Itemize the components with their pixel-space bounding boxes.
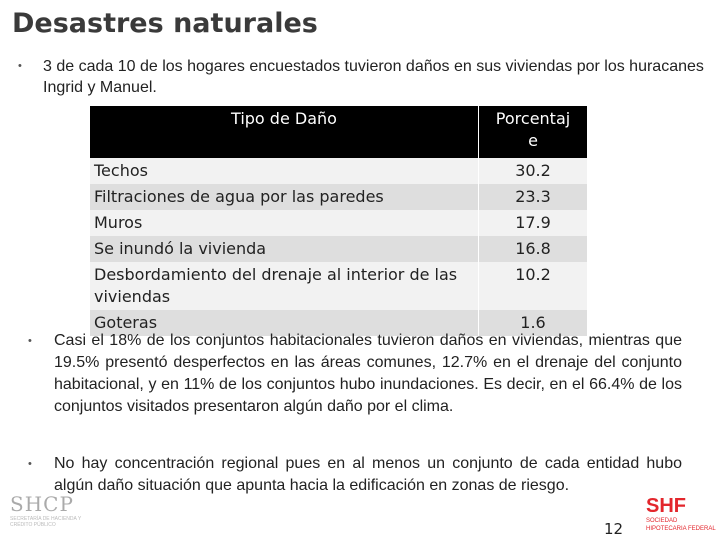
damage-type-cell: Goteras [90, 310, 479, 336]
bullet-regional: • No hay concentración regional pues en … [28, 453, 682, 497]
bullet-icon: • [28, 335, 32, 347]
shf-logo-word: SHF [646, 495, 686, 517]
table-header-row: Tipo de Daño Porcentaj e [90, 106, 587, 158]
damage-table: Tipo de Daño Porcentaj e Techos 30.2 Filtra… [90, 106, 587, 336]
bullet-text: No hay concentración regional pues en al… [54, 455, 682, 494]
percentage-cell: 17.9 [478, 210, 587, 236]
header-percentage: Porcentaj e [478, 106, 587, 158]
damage-type-cell: Muros [90, 210, 479, 236]
table-row: Techos 30.2 [90, 158, 587, 184]
percentage-cell: 1.6 [478, 310, 587, 336]
percentage-cell: 10.2 [478, 262, 587, 310]
bullet-text: Casi el 18% de los conjuntos habitaciona… [54, 332, 682, 415]
shcp-logo-word: SHCP [10, 492, 74, 516]
damage-type-cell: Techos [90, 158, 479, 184]
bullet-households: • 3 de cada 10 de los hogares encuestado… [18, 56, 708, 98]
table-row: Se inundó la vivienda 16.8 [90, 236, 587, 262]
percentage-cell: 23.3 [478, 184, 587, 210]
table-row: Goteras 1.6 [90, 310, 587, 336]
shcp-logo: SHCP SECRETARÍA DE HACIENDA Y CRÉDITO PÚ… [10, 492, 90, 538]
table-row: Desbordamiento del drenaje al interior d… [90, 262, 587, 310]
shcp-logo-sub: SECRETARÍA DE HACIENDA Y CRÉDITO PÚBLICO [10, 516, 82, 528]
percentage-cell: 30.2 [478, 158, 587, 184]
damage-type-cell: Filtraciones de agua por las paredes [90, 184, 479, 210]
damage-type-cell: Desbordamiento del drenaje al interior d… [90, 262, 479, 310]
header-damage-type: Tipo de Daño [90, 106, 479, 158]
bullet-complexes: • Casi el 18% de los conjuntos habitacio… [28, 330, 682, 418]
percentage-cell: 16.8 [478, 236, 587, 262]
table-row: Filtraciones de agua por las paredes 23.3 [90, 184, 587, 210]
damage-type-cell: Se inundó la vivienda [90, 236, 479, 262]
bullet-text: 3 de cada 10 de los hogares encuestados … [43, 58, 704, 96]
shf-logo-sub: SOCIEDAD HIPOTECARIA FEDERAL [646, 518, 716, 532]
table-row: Muros 17.9 [90, 210, 587, 236]
shf-logo: SHF SOCIEDAD HIPOTECARIA FEDERAL [646, 495, 718, 537]
page-number: 12 [604, 520, 624, 538]
bullet-icon: • [18, 60, 22, 72]
page-title: Desastres naturales [12, 8, 318, 39]
bullet-icon: • [28, 458, 32, 470]
